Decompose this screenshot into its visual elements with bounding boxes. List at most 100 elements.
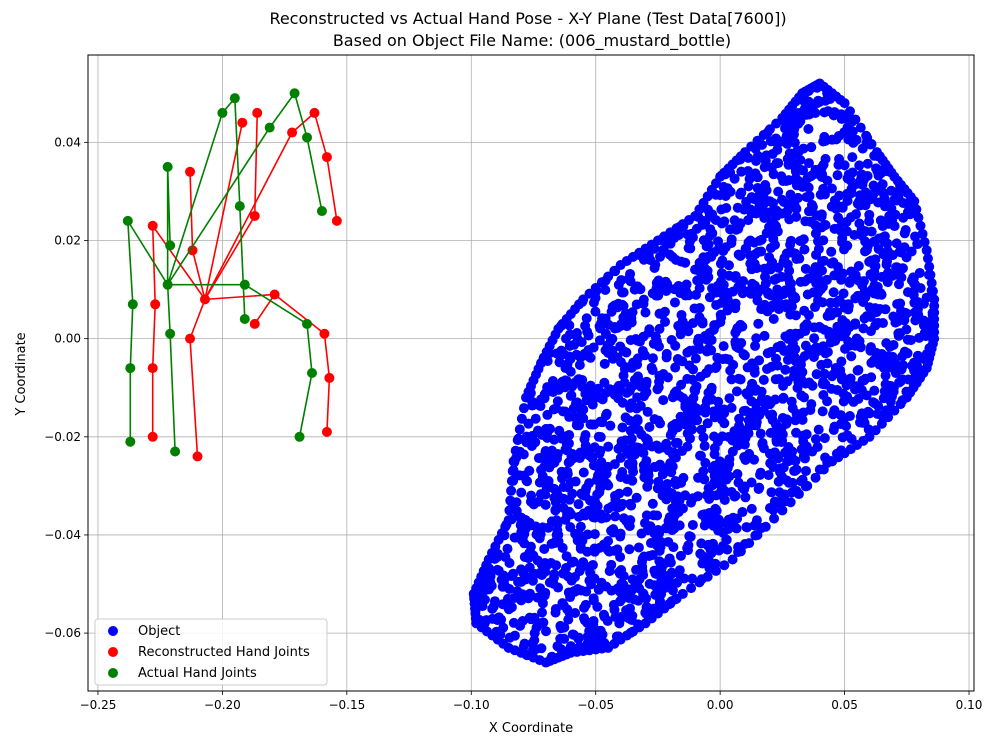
object-point xyxy=(542,356,553,367)
object-point xyxy=(873,151,884,162)
reconstructed-hand-joint xyxy=(147,220,158,231)
object-point xyxy=(895,180,906,191)
object-point xyxy=(860,373,871,384)
object-point xyxy=(826,183,837,194)
object-point xyxy=(681,286,692,297)
object-point xyxy=(565,366,576,377)
object-point xyxy=(863,424,874,435)
reconstructed-hand-joint xyxy=(319,328,330,339)
object-point xyxy=(614,586,625,597)
object-point xyxy=(849,229,860,240)
object-point xyxy=(469,591,480,602)
object-point xyxy=(880,379,891,390)
object-point xyxy=(892,316,903,327)
object-point xyxy=(856,169,867,180)
object-point xyxy=(503,602,514,613)
object-point xyxy=(531,529,542,540)
object-point xyxy=(554,425,565,436)
object-point xyxy=(658,368,669,379)
actual-hand-joint xyxy=(239,314,250,325)
object-point xyxy=(794,146,805,157)
object-point xyxy=(811,342,822,353)
object-point xyxy=(869,385,880,396)
object-point xyxy=(693,472,704,483)
object-point xyxy=(470,605,481,616)
object-point xyxy=(721,466,732,477)
object-point xyxy=(593,584,604,595)
object-point xyxy=(625,425,636,436)
object-point xyxy=(650,604,661,615)
object-point xyxy=(834,322,845,333)
object-point xyxy=(638,294,649,305)
object-point xyxy=(767,257,778,268)
reconstructed-hand-joint xyxy=(321,426,332,437)
x-tick-label: −0.20 xyxy=(204,698,241,712)
object-point xyxy=(832,269,843,280)
object-point xyxy=(790,310,801,321)
object-point xyxy=(707,283,718,294)
object-point xyxy=(835,225,846,236)
object-point xyxy=(722,295,733,306)
object-point xyxy=(691,223,702,234)
object-point xyxy=(535,583,546,594)
object-point xyxy=(601,468,612,479)
object-point xyxy=(853,336,864,347)
object-point xyxy=(620,412,631,423)
object-point xyxy=(781,248,792,259)
object-point xyxy=(797,367,808,378)
object-point xyxy=(597,629,608,640)
object-point xyxy=(714,242,725,253)
object-point xyxy=(746,503,757,514)
object-point xyxy=(752,183,763,194)
object-point xyxy=(868,180,879,191)
object-point xyxy=(920,331,931,342)
object-point xyxy=(666,467,677,478)
reconstructed-hand-bone xyxy=(254,294,276,325)
object-point xyxy=(753,483,764,494)
object-point xyxy=(803,124,814,135)
object-point xyxy=(879,231,890,242)
hand-joint-layer xyxy=(122,88,342,462)
object-point xyxy=(615,501,626,512)
object-point xyxy=(628,466,639,477)
object-point xyxy=(525,388,536,399)
object-point xyxy=(479,618,490,629)
object-point xyxy=(615,452,626,463)
object-point xyxy=(669,523,680,534)
object-point xyxy=(722,305,733,316)
object-point xyxy=(565,641,576,652)
object-point xyxy=(773,453,784,464)
object-point xyxy=(787,403,798,414)
object-point xyxy=(785,239,796,250)
y-axis-label: Y Coordinate xyxy=(14,332,29,416)
object-point xyxy=(592,601,603,612)
object-point xyxy=(781,302,792,313)
object-point xyxy=(739,484,750,495)
object-point xyxy=(788,294,799,305)
object-point xyxy=(703,272,714,283)
object-point xyxy=(920,354,931,365)
object-point xyxy=(772,144,783,155)
object-point xyxy=(686,583,697,594)
object-point xyxy=(539,543,550,554)
object-point xyxy=(762,363,773,374)
object-point xyxy=(900,307,911,318)
object-point xyxy=(914,267,925,278)
object-point xyxy=(679,573,690,584)
object-point xyxy=(534,477,545,488)
object-point xyxy=(858,413,869,424)
object-point xyxy=(864,408,875,419)
object-point xyxy=(670,362,681,373)
object-point xyxy=(532,555,543,566)
object-point xyxy=(603,441,614,452)
object-point xyxy=(735,250,746,261)
object-point xyxy=(676,446,687,457)
object-point xyxy=(768,504,779,515)
object-point xyxy=(660,316,671,327)
reconstructed-hand-bone xyxy=(191,250,206,300)
object-point xyxy=(733,547,744,558)
object-point xyxy=(819,433,830,444)
object-point xyxy=(759,330,770,341)
object-point xyxy=(533,496,544,507)
object-point xyxy=(536,643,547,654)
